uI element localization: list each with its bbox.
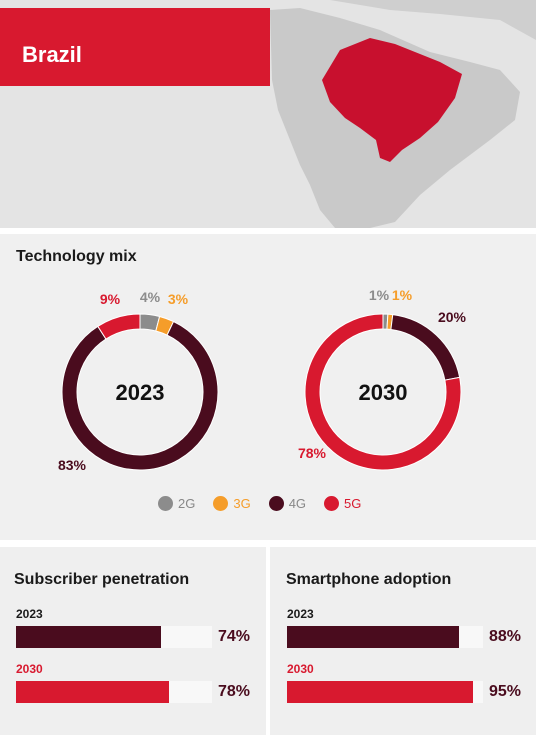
title-banner: Brazil [0,8,270,86]
slice-label-5g: 78% [298,445,327,461]
bar-year-label: 2030 [16,662,43,676]
slice-label-4g: 20% [438,309,467,325]
donut-slice-4g [61,320,219,471]
bar-value-label: 74% [218,628,251,645]
smartphone-adoption-panel: Smartphone adoption 2023 88% 2030 95% [270,547,536,735]
bar-fill [16,626,162,648]
bar-track [287,681,483,703]
bar-fill [287,681,474,703]
bar-track [287,626,483,648]
bar-year-label: 2023 [16,607,43,621]
bar-value-label: 95% [489,683,522,700]
donut-charts: 4% 3% 83% 9% 2023 1% 1% 20% 78% 2030 [58,287,467,473]
legend-swatch [268,496,284,511]
technology-mix-title: Technology mix [16,248,137,265]
subscriber-penetration-panel: Subscriber penetration 2023 74% 2030 78% [0,547,266,735]
country-highlight-shape [322,38,462,162]
legend-item-3g: 3G [213,496,251,511]
bar-value-label: 78% [218,683,251,700]
legend: 2G 3G 4G 5G [158,496,361,511]
technology-mix-panel: Technology mix 4% 3% 83% 9% 2023 1% 1% 20% 78% 20… [0,234,536,540]
bar-fill [287,626,460,648]
slice-label-3g: 1% [392,287,413,303]
legend-item-5g: 5G [324,496,361,511]
slice-label-2g: 1% [369,287,390,303]
south-america-map [270,0,536,228]
slice-label-5g: 9% [100,291,121,307]
smartphone-adoption-title: Smartphone adoption [286,571,452,588]
country-title: Brazil [22,42,82,67]
legend-item-2g: 2G [158,496,195,511]
header-map-area: Brazil [0,0,536,228]
bar-track [16,626,212,648]
bar-year-label: 2023 [287,607,314,621]
bar-track [16,681,212,703]
legend-label: 2G [178,496,196,511]
donut-slice-5g [97,313,141,340]
legend-label: 3G [233,496,251,511]
subscriber-penetration-title: Subscriber penetration [14,571,190,588]
slice-label-2g: 4% [140,289,161,305]
donut-slice-5g [304,313,462,471]
donut-center-year: 2030 [359,380,408,405]
legend-item-4g: 4G [268,496,307,511]
bar-year-label: 2030 [287,662,314,676]
legend-swatch [324,496,340,511]
bar-fill [16,681,169,703]
legend-swatch [213,496,229,511]
slice-label-4g: 83% [58,457,87,473]
legend-swatch [158,496,173,511]
donut-center-year: 2023 [116,380,165,405]
slice-label-3g: 3% [168,291,189,307]
neighbor-land-top [330,0,536,40]
legend-label: 5G [344,496,362,511]
legend-label: 4G [288,496,307,511]
bar-value-label: 88% [489,628,522,645]
